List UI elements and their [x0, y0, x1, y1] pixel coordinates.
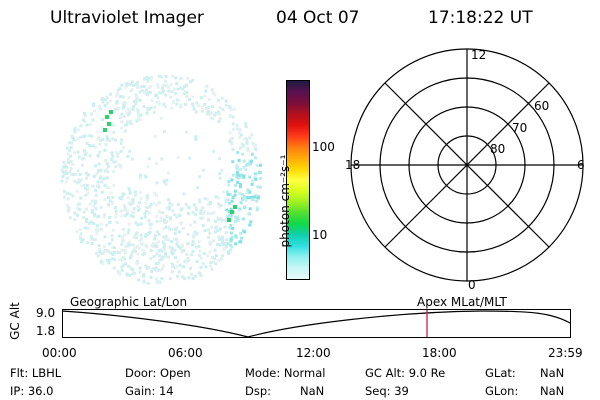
info-glon-value: NaN: [540, 384, 565, 398]
mlt-label-0: 0: [468, 278, 476, 290]
instrument-title: Ultraviolet Imager: [50, 8, 204, 28]
altitude-curve: [62, 310, 571, 338]
colorbar-tick-100: 100: [312, 140, 335, 154]
lat-label-60: 60: [534, 99, 549, 113]
info-gc-alt: GC Alt: 9.0 Re: [365, 366, 446, 380]
polar-grid: 12 18 6 0 60 70 80: [345, 48, 585, 290]
date-label: 04 Oct 07: [276, 8, 360, 28]
timeline-y-tick-low: 1.8: [36, 324, 56, 338]
auroral-image: [60, 74, 263, 285]
timeline-right-title: Apex MLat/MLT: [417, 295, 507, 309]
info-glat-label: GLat:: [485, 366, 516, 380]
timeline-y-label: GC Alt: [7, 302, 22, 340]
timeline-x-tick-1800: 18:00: [422, 346, 457, 360]
timeline-x-tick-2359: 23:59: [548, 346, 583, 360]
timeline-left-title: Geographic Lat/Lon: [70, 295, 188, 309]
info-glon-label: GLon:: [485, 384, 519, 398]
timeline-x-tick-0000: 00:00: [42, 346, 77, 360]
time-label: 17:18:22 UT: [428, 8, 533, 28]
colorbar-unit-label: photon cm⁻²s⁻¹: [278, 154, 292, 248]
diagonal-line-2: [384, 82, 550, 248]
info-dsp-value: NaN: [300, 384, 325, 398]
colorbar-tick-10: 10: [312, 228, 328, 242]
timeline-plot: [62, 309, 571, 338]
lat-label-80: 80: [490, 142, 505, 156]
info-glat-value: NaN: [540, 366, 565, 380]
timeline-y-tick-high: 9.0: [36, 306, 56, 320]
info-gain: Gain: 14: [125, 384, 174, 398]
info-dsp-label: Dsp:: [245, 384, 272, 398]
info-door: Door: Open: [125, 366, 191, 380]
info-filter: Flt: LBHL: [10, 366, 62, 380]
mlt-label-18: 18: [345, 158, 360, 172]
info-mode: Mode: Normal: [245, 366, 326, 380]
timeline-x-tick-0600: 06:00: [168, 346, 203, 360]
info-ip: IP: 36.0: [10, 384, 54, 398]
mlt-label-6: 6: [577, 158, 585, 172]
lat-label-70: 70: [512, 121, 527, 135]
mlt-label-12: 12: [471, 48, 486, 62]
colorbar: [286, 80, 310, 280]
timeline-frame: [62, 309, 571, 338]
timeline-x-tick-1200: 12:00: [296, 346, 331, 360]
info-seq: Seq: 39: [365, 384, 409, 398]
